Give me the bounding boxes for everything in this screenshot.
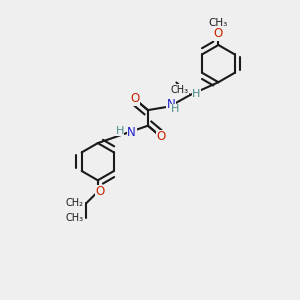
Text: CH₂: CH₂ [66,198,84,208]
Text: O: O [156,130,165,143]
Text: N: N [127,125,136,139]
Text: CH₃: CH₃ [170,85,188,95]
Text: O: O [214,27,223,40]
Text: O: O [96,185,105,198]
Text: O: O [130,92,140,106]
Text: H: H [116,126,124,136]
Text: CH₃: CH₃ [209,17,228,28]
Text: H: H [171,104,179,115]
Text: H: H [192,89,201,100]
Text: CH₃: CH₃ [66,213,84,223]
Text: N: N [167,98,176,111]
